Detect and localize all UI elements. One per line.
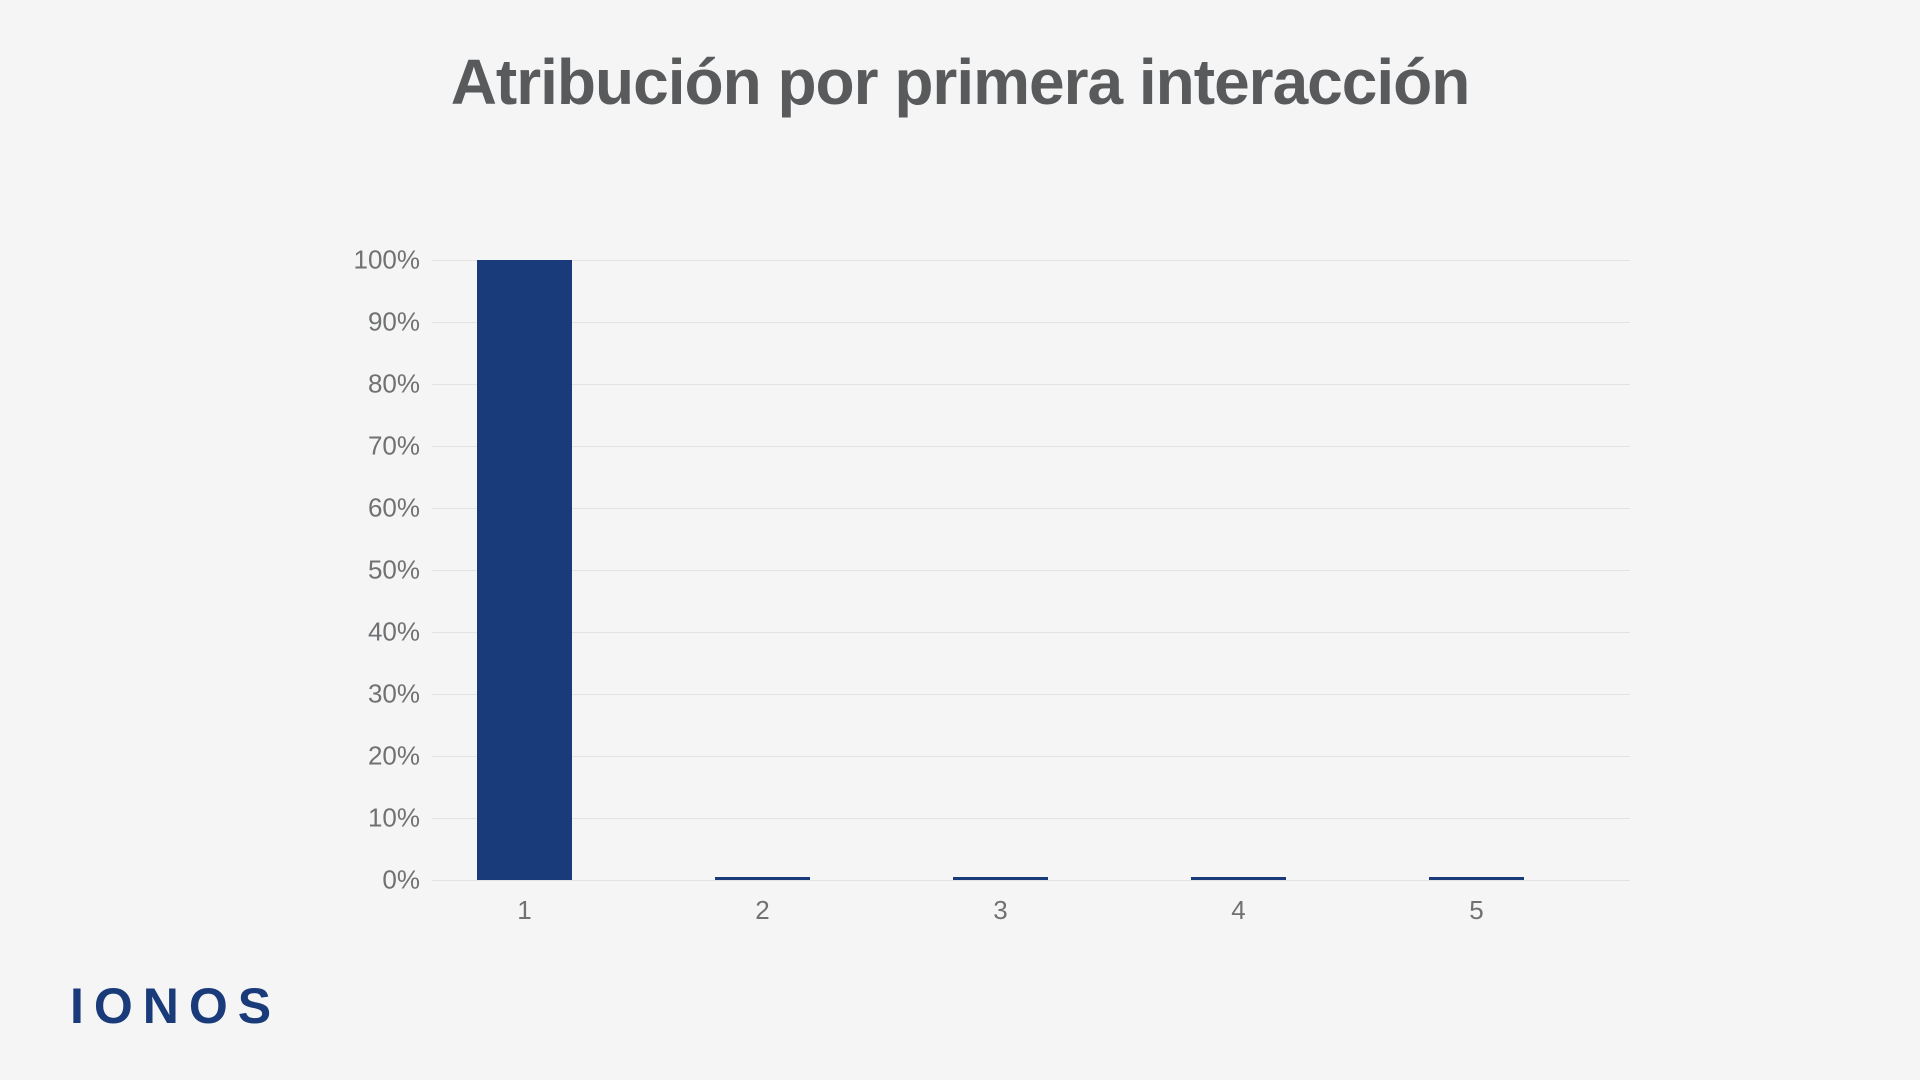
y-axis-label: 60% (350, 493, 420, 524)
bar-slot (715, 260, 810, 880)
bar-slot (953, 260, 1048, 880)
bar (715, 877, 810, 880)
gridline (432, 880, 1630, 881)
bars-area (432, 260, 1630, 880)
y-axis-label: 10% (350, 803, 420, 834)
y-axis-label: 50% (350, 555, 420, 586)
bar (1429, 877, 1524, 880)
y-axis-label: 20% (350, 741, 420, 772)
bar (477, 260, 572, 880)
y-axis-label: 100% (350, 245, 420, 276)
y-axis-label: 80% (350, 369, 420, 400)
x-axis-label: 2 (715, 895, 810, 926)
y-axis-label: 90% (350, 307, 420, 338)
brand-logo: IONOS (70, 977, 281, 1035)
x-axis-label: 1 (477, 895, 572, 926)
y-axis-label: 40% (350, 617, 420, 648)
x-axis-label: 4 (1191, 895, 1286, 926)
y-axis-label: 30% (350, 679, 420, 710)
bar (953, 877, 1048, 880)
bar-slot (1191, 260, 1286, 880)
x-axis-label: 5 (1429, 895, 1524, 926)
x-axis-label: 3 (953, 895, 1048, 926)
bar-slot (477, 260, 572, 880)
y-axis-label: 70% (350, 431, 420, 462)
y-axis-label: 0% (350, 865, 420, 896)
bar (1191, 877, 1286, 880)
chart-container: 100%90%80%70%60%50%40%30%20%10%0% 12345 (350, 260, 1630, 880)
bar-slot (1429, 260, 1524, 880)
chart-title: Atribución por primera interacción (0, 0, 1920, 119)
